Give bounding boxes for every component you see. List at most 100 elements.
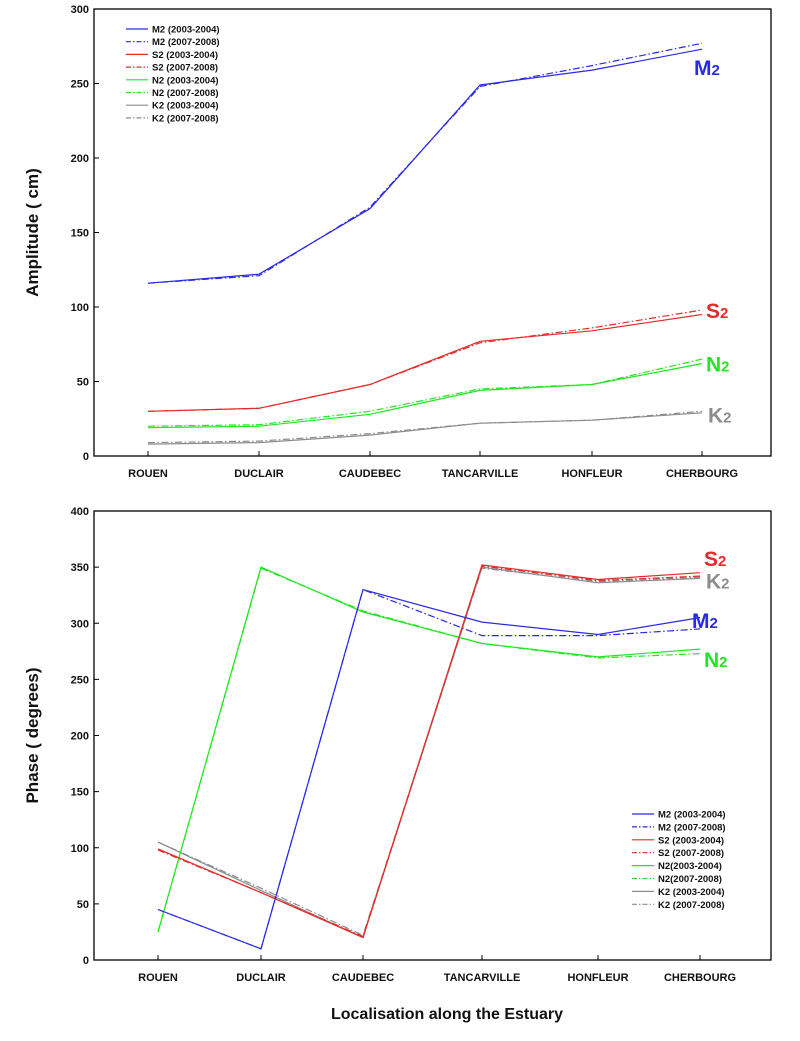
data-point-m2-2007-2008-tancarville xyxy=(481,634,483,636)
data-point-s2-2003-2004-honfleur xyxy=(591,330,593,332)
amplitude-panel: 0 50 100 150 200 250 300 ROUEN DUCLAIR CAUDEBEC TA… xyxy=(23,4,772,480)
series-line-s2-2007-2008 xyxy=(157,565,701,938)
legend-label: K2 (2003-2004) xyxy=(658,887,725,898)
series-line-s2-2003-2004 xyxy=(157,564,701,939)
x-tick-label-tancarville: TANCARVILLE xyxy=(444,972,521,984)
data-point-s2-2003-2004-cherbourg xyxy=(701,313,703,315)
data-point-k2-2007-2008-rouen xyxy=(157,841,159,843)
legend-label: K2 (2007-2008) xyxy=(152,113,219,124)
data-point-s2-2007-2008-cherbourg xyxy=(699,575,701,577)
annotation-base: M xyxy=(694,57,712,80)
x-tick-label-duclair: DUCLAIR xyxy=(236,972,286,984)
data-point-n2-2007-2008-honfleur xyxy=(597,657,599,659)
legend-label: S2 (2003-2004) xyxy=(152,50,218,61)
y-tick-label: 250 xyxy=(71,674,89,686)
annotation-subscript: 2 xyxy=(719,654,727,671)
series-line-n2-2003-2004 xyxy=(147,363,703,429)
x-axis-label: Localisation along the Estuary xyxy=(331,1006,563,1023)
x-tick-label-duclair: DUCLAIR xyxy=(234,468,284,480)
data-point-m2-2007-2008-honfleur xyxy=(591,64,593,66)
x-tick-label-rouen: ROUEN xyxy=(138,972,178,984)
series-line-n2-2003-2004 xyxy=(157,566,701,933)
y-tick-label: 200 xyxy=(71,731,89,743)
data-point-n2-2003-2004-caudebec xyxy=(369,413,371,415)
annotation-m2: M2 xyxy=(694,57,720,80)
y-tick-label: 150 xyxy=(71,787,89,799)
annotation-n2: N2 xyxy=(704,649,728,672)
legend-label: M2 (2007-2008) xyxy=(152,37,220,48)
series-line-m2-2003-2004 xyxy=(147,48,703,284)
data-point-k2-2007-2008-cherbourg xyxy=(701,410,703,412)
data-point-m2-2007-2008-duclair xyxy=(260,948,262,950)
x-tick-label-caudebec: CAUDEBEC xyxy=(332,972,394,984)
data-point-s2-2007-2008-cherbourg xyxy=(701,309,703,311)
series-line-k2-2007-2008 xyxy=(157,567,701,937)
data-point-n2-2007-2008-honfleur xyxy=(591,383,593,385)
data-point-n2-2007-2008-cherbourg xyxy=(701,358,703,360)
annotation-subscript: 2 xyxy=(712,62,720,79)
data-point-m2-2003-2004-tancarville xyxy=(481,621,483,623)
annotation-subscript: 2 xyxy=(718,553,726,570)
data-point-s2-2007-2008-honfleur xyxy=(597,579,599,581)
annotation-base: N xyxy=(704,649,719,672)
annotation-base: M xyxy=(692,610,710,633)
annotation-s2: S2 xyxy=(704,548,726,571)
legend-label: N2 (2007-2008) xyxy=(152,88,219,99)
data-point-n2-2007-2008-tancarville xyxy=(481,642,483,644)
annotation-base: K xyxy=(706,571,721,594)
data-point-k2-2007-2008-duclair xyxy=(260,887,262,889)
data-point-m2-2007-2008-rouen xyxy=(157,908,159,910)
annotation-n2: N2 xyxy=(706,354,730,377)
annotation-subscript: 2 xyxy=(710,615,718,632)
annotation-subscript: 2 xyxy=(723,409,731,426)
series-line-k2-2003-2004 xyxy=(157,566,701,939)
data-point-n2-2007-2008-rouen xyxy=(147,425,149,427)
series-line-m2-2007-2008 xyxy=(157,588,701,950)
data-point-s2-2007-2008-caudebec xyxy=(369,383,371,385)
series-line-n2-2007-2008 xyxy=(147,358,703,427)
data-point-k2-2007-2008-honfleur xyxy=(591,419,593,421)
x-tick-label-rouen: ROUEN xyxy=(128,468,168,480)
data-point-n2-2007-2008-duclair xyxy=(258,424,260,426)
series-line-s2-2003-2004 xyxy=(147,313,703,412)
phase-panel: 0 50 100 150 200 250 300 350 400 ROUEN DUCLAIR CAUD… xyxy=(23,506,772,984)
legend-label: K2 (2007-2008) xyxy=(658,900,725,911)
series-line-s2-2007-2008 xyxy=(147,309,703,412)
series-line-k2-2007-2008 xyxy=(147,410,703,444)
legend-label: N2(2007-2008) xyxy=(658,874,722,885)
annotation-base: N xyxy=(706,354,721,377)
data-point-m2-2007-2008-honfleur xyxy=(597,634,599,636)
data-point-s2-2007-2008-tancarville xyxy=(479,342,481,344)
data-point-m2-2007-2008-duclair xyxy=(258,275,260,277)
data-point-m2-2007-2008-tancarville xyxy=(479,85,481,87)
data-point-s2-2007-2008-duclair xyxy=(260,891,262,893)
annotation-subscript: 2 xyxy=(721,359,729,376)
x-tick-label-cherbourg: CHERBOURG xyxy=(664,972,736,984)
data-point-s2-2007-2008-caudebec xyxy=(362,935,364,937)
y-tick-label: 0 xyxy=(83,955,89,967)
legend-label: K2 (2003-2004) xyxy=(152,101,219,112)
y-tick-label: 150 xyxy=(71,228,89,240)
legend-label: M2 (2007-2008) xyxy=(658,822,726,833)
data-point-m2-2007-2008-caudebec xyxy=(362,588,364,590)
legend-label: N2(2003-2004) xyxy=(658,861,722,872)
data-point-m2-2003-2004-cherbourg xyxy=(701,48,703,50)
legend-label: M2 (2003-2004) xyxy=(152,25,220,36)
y-axis-label: Phase ( degrees) xyxy=(23,667,42,803)
y-tick-label: 250 xyxy=(71,79,89,91)
x-tick-label-honfleur: HONFLEUR xyxy=(567,972,628,984)
data-point-k2-2007-2008-caudebec xyxy=(369,432,371,434)
y-tick-label: 350 xyxy=(71,562,89,574)
y-tick-label: 0 xyxy=(83,451,89,463)
y-tick-label: 400 xyxy=(71,506,89,518)
y-tick-label: 200 xyxy=(71,153,89,165)
data-point-s2-2003-2004-cherbourg xyxy=(699,572,701,574)
data-point-s2-2007-2008-duclair xyxy=(258,407,260,409)
y-tick-label: 300 xyxy=(71,4,89,16)
x-tick-label-cherbourg: CHERBOURG xyxy=(666,468,738,480)
legend-label: S2 (2003-2004) xyxy=(658,835,724,846)
data-point-m2-2007-2008-rouen xyxy=(147,282,149,284)
data-point-n2-2007-2008-duclair xyxy=(260,567,262,569)
